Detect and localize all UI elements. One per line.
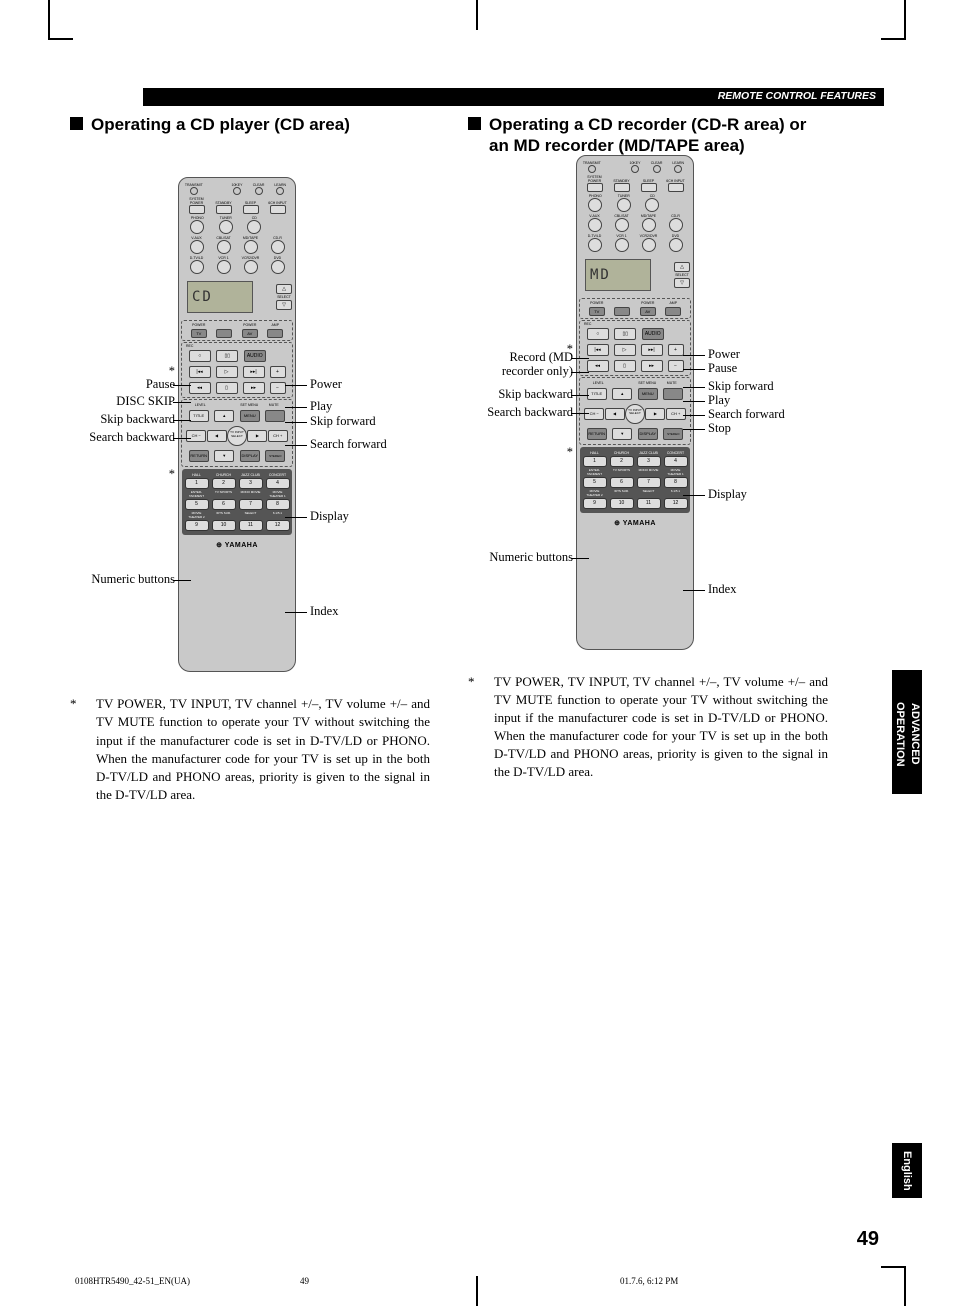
callout-label: Skip backward <box>493 387 573 402</box>
callout-label: recorder only) <box>493 364 573 379</box>
footnote-asterisk: * <box>468 673 486 782</box>
callout-line <box>683 590 705 591</box>
callout-label: Play <box>708 393 730 408</box>
page: REMOTE CONTROL FEATURES Operating a CD p… <box>0 0 954 1306</box>
callout-line <box>571 358 589 359</box>
callout-label: Record (MD <box>493 350 573 365</box>
left-heading: Operating a CD player (CD area) <box>70 114 430 135</box>
callout-label: Search backward <box>80 430 175 445</box>
left-column: Operating a CD player (CD area) TRANSMIT… <box>70 114 430 804</box>
callout-label: Index <box>708 582 736 597</box>
callout-label: Power <box>310 377 342 392</box>
callout-line <box>683 355 705 356</box>
callout-label: Skip backward <box>95 412 175 427</box>
footer-timestamp: 01.7.6, 6:12 PM <box>620 1276 678 1286</box>
callout-line <box>683 401 705 402</box>
square-bullet-icon <box>468 117 481 130</box>
callout-label: Index <box>310 604 338 619</box>
callout-line <box>285 407 307 408</box>
footnote-asterisk: * <box>70 695 88 804</box>
callout-label: Pause <box>708 361 737 376</box>
callout-label: Power <box>708 347 740 362</box>
crop-mark <box>881 1266 906 1268</box>
side-tab-advanced-operation: ADVANCED OPERATION <box>892 670 922 794</box>
callout-line <box>571 413 589 414</box>
remote-diagram-right: TRANSMIT10KEYCLEARLEARNSYSTEM POWERSTAND… <box>468 155 828 655</box>
callout-label: Display <box>708 487 747 502</box>
side-tab-text: ADVANCED OPERATION <box>894 702 921 767</box>
callout-label: Play <box>310 399 332 414</box>
callout-label: Pause <box>95 377 175 392</box>
callout-label: Display <box>310 509 349 524</box>
two-column-layout: Operating a CD player (CD area) TRANSMIT… <box>70 114 884 804</box>
callout-line <box>285 445 307 446</box>
crop-mark <box>904 1266 906 1306</box>
crop-mark <box>904 0 906 40</box>
footnote-text: TV POWER, TV INPUT, TV channel +/–, TV v… <box>494 673 828 782</box>
callout-line <box>683 387 705 388</box>
callout-label: Search backward <box>478 405 573 420</box>
callout-line <box>571 395 589 396</box>
crop-mark <box>476 0 478 30</box>
callout-line <box>285 517 307 518</box>
callout-label: Stop <box>708 421 731 436</box>
callout-line <box>683 415 705 416</box>
callout-line <box>285 385 307 386</box>
callout-line <box>571 372 589 373</box>
callout-line <box>285 612 307 613</box>
left-heading-text: Operating a CD player (CD area) <box>91 114 350 135</box>
footer-filename: 0108HTR5490_42-51_EN(UA) <box>75 1276 190 1286</box>
right-heading: Operating a CD recorder (CD-R area) or a… <box>468 114 828 157</box>
footer-page: 49 <box>300 1276 309 1286</box>
callout-line <box>173 438 191 439</box>
callout-label: Skip forward <box>310 414 376 429</box>
callout-label: Skip forward <box>708 379 774 394</box>
side-tab-text: English <box>901 1151 913 1191</box>
callout-line <box>173 580 191 581</box>
callout-label: Numeric buttons <box>85 572 175 587</box>
callout-label: DISC SKIP <box>95 394 175 409</box>
remote-control-illustration: TRANSMIT10KEYCLEARLEARNSYSTEM POWERSTAND… <box>576 155 694 650</box>
left-footnote: * TV POWER, TV INPUT, TV channel +/–, TV… <box>70 695 430 804</box>
callout-label: Search forward <box>310 437 387 452</box>
remote-diagram-left: TRANSMIT10KEYCLEARLEARNSYSTEM POWERSTAND… <box>70 177 430 677</box>
callout-line <box>683 495 705 496</box>
callout-line <box>683 369 705 370</box>
right-column: Operating a CD recorder (CD-R area) or a… <box>468 114 828 804</box>
callout-label: * <box>557 445 573 460</box>
side-tab-english: English <box>892 1143 922 1198</box>
remote-control-illustration: TRANSMIT10KEYCLEARLEARNSYSTEM POWERSTAND… <box>178 177 296 672</box>
callout-line <box>173 402 191 403</box>
page-number: 49 <box>857 1228 879 1251</box>
section-header-bar: REMOTE CONTROL FEATURES <box>143 88 884 106</box>
callout-label: * <box>159 467 175 482</box>
square-bullet-icon <box>70 117 83 130</box>
callout-line <box>173 420 191 421</box>
right-heading-text: Operating a CD recorder (CD-R area) or a… <box>489 114 828 157</box>
callout-line <box>285 422 307 423</box>
footnote-text: TV POWER, TV INPUT, TV channel +/–, TV v… <box>96 695 430 804</box>
crop-mark <box>48 0 50 40</box>
crop-mark <box>476 1276 478 1306</box>
crop-mark <box>48 38 73 40</box>
callout-line <box>173 385 191 386</box>
crop-mark <box>881 38 906 40</box>
callout-label: Numeric buttons <box>483 550 573 565</box>
section-header-text: REMOTE CONTROL FEATURES <box>718 90 876 102</box>
callout-line <box>683 429 705 430</box>
callout-label: Search forward <box>708 407 785 422</box>
callout-line <box>571 558 589 559</box>
right-footnote: * TV POWER, TV INPUT, TV channel +/–, TV… <box>468 673 828 782</box>
